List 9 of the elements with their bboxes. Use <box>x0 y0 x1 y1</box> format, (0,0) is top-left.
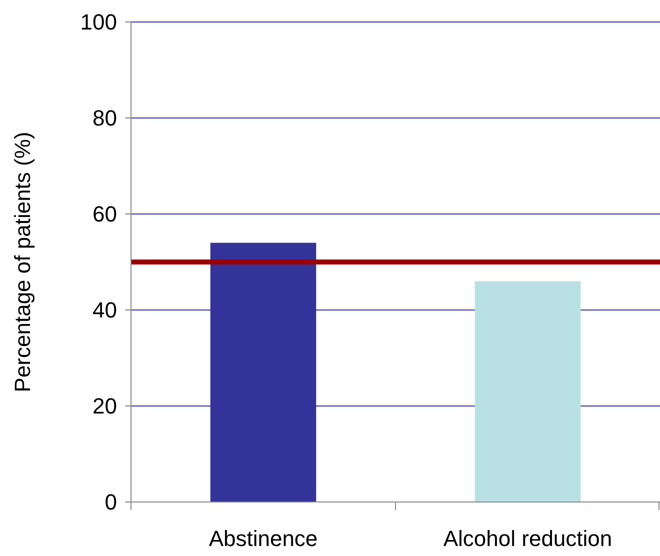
y-tick-label: 60 <box>92 202 117 227</box>
y-tick-label: 40 <box>92 298 117 323</box>
y-tick-label: 0 <box>104 490 117 515</box>
y-tick-label: 80 <box>92 106 117 131</box>
y-tick-label: 20 <box>92 394 117 419</box>
x-tick-label: Alcohol reduction <box>443 526 612 551</box>
y-tick-label: 100 <box>80 10 117 35</box>
y-axis-title: Percentage of patients (%) <box>10 132 35 392</box>
x-tick-label: Abstinence <box>208 526 318 551</box>
